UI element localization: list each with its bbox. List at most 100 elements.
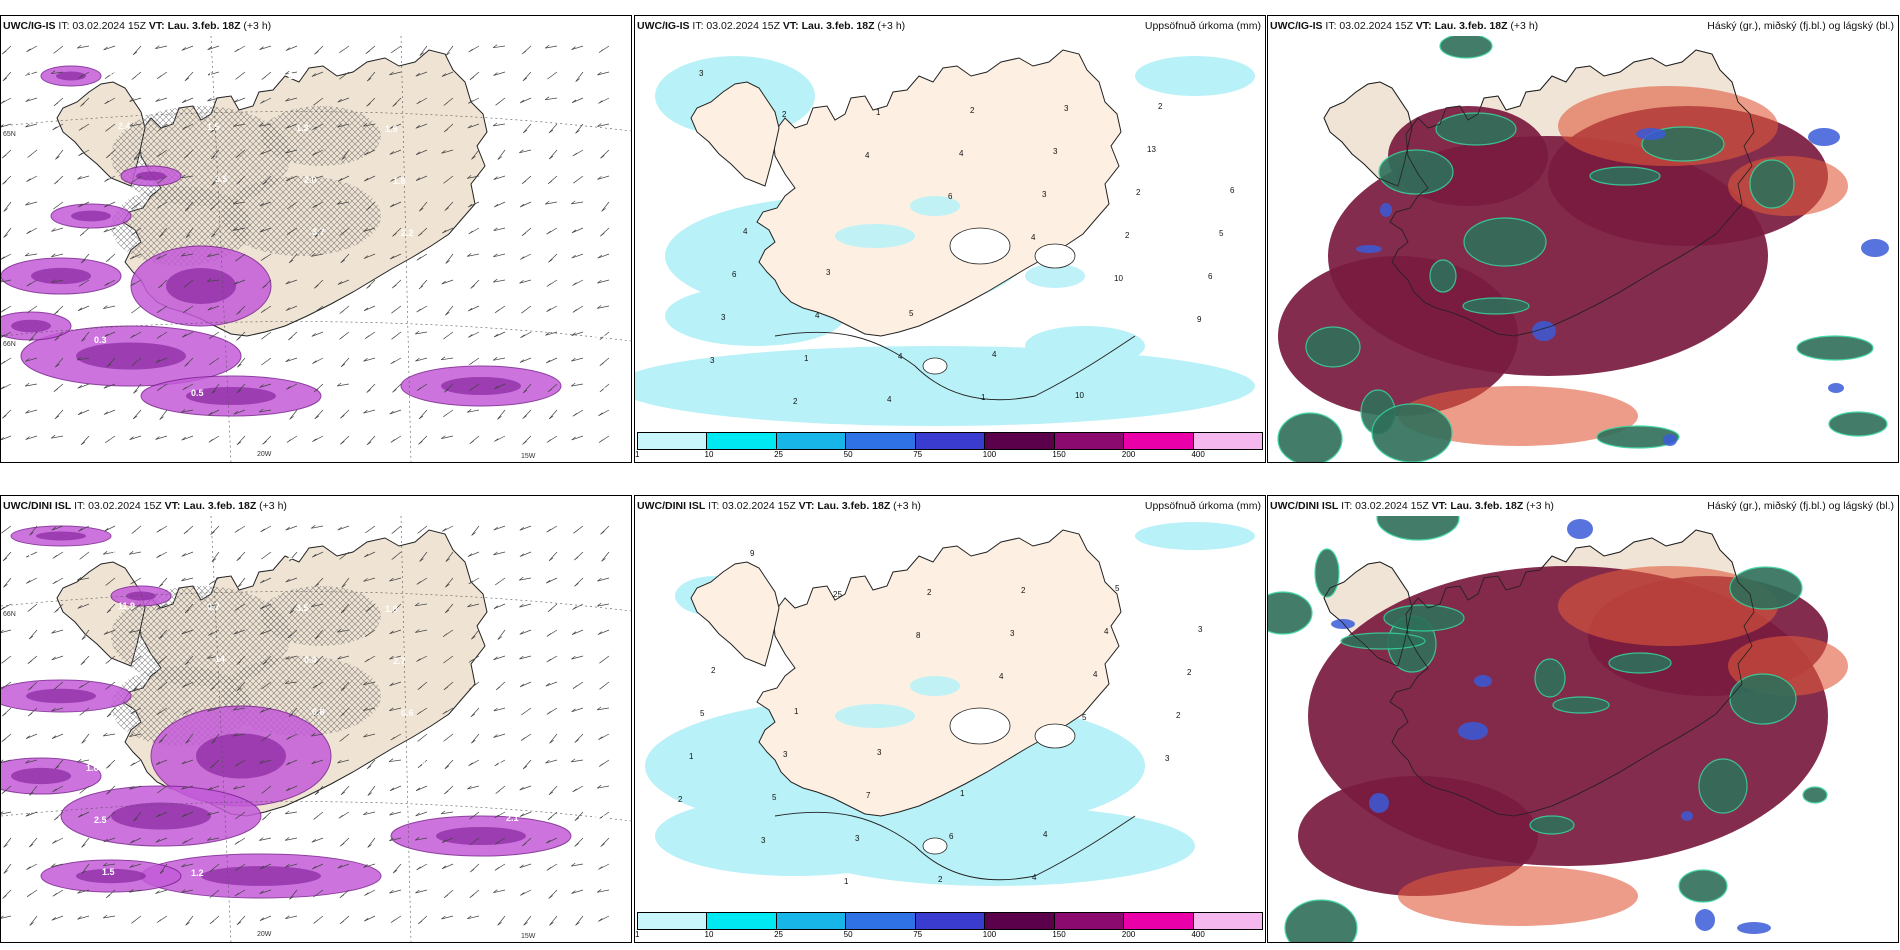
lead-time: (+3 h)	[240, 20, 272, 32]
wind-value-label: 3.1	[506, 333, 519, 343]
grid-label: 66N	[3, 341, 16, 348]
precip-value-label: 6	[1208, 272, 1213, 281]
precip-value-label: 4	[1104, 627, 1109, 636]
high-cloud	[1695, 909, 1715, 931]
wind-value-label: 0.4	[482, 177, 495, 187]
valid-time: VT: Lau. 3.feb. 18Z	[164, 500, 257, 512]
wind-value-label: 1.8	[587, 282, 600, 292]
precip-value-label: 4	[1031, 233, 1036, 242]
low-cloud	[1698, 758, 1748, 814]
low-cloud	[1429, 259, 1457, 293]
wind-value-label: 1.9	[587, 762, 600, 772]
wind-value-label: 1.6	[86, 763, 99, 773]
colorbar-tick: 1	[635, 450, 640, 459]
map-canvas: 9 25 8 4 5 3 2 3 1 2 3 4 2 1 5 3 2 2 4 2 5 3 7 6 4 5 3 2 1 3 1 4 1 10 25 50…	[635, 516, 1265, 942]
valid-time: VT: Lau. 3.feb. 18Z	[782, 20, 875, 32]
issue-time: IT: 03.02.2024 15Z	[55, 20, 149, 32]
low-cloud	[1529, 815, 1575, 835]
panel-subtitle: Uppsöfnuð úrkoma (mm)	[1144, 20, 1261, 32]
colorbar-swatch	[638, 913, 708, 929]
precip-value-label: 4	[898, 352, 903, 361]
map-canvas: 3.7 2.4 3.5 3.7 4.0 3.1 0.9 0.3 1.5 2.0 2.2 3.1 2.1 2…	[1, 36, 631, 462]
wind-value-label: 0.7	[207, 602, 220, 612]
precip-value-label: 1	[794, 707, 799, 716]
precip-value-label: 3	[855, 834, 860, 843]
wind-value-label: 1.8	[385, 604, 398, 614]
high-cloud	[1663, 434, 1677, 446]
lead-time: (+3 h)	[874, 20, 906, 32]
precip-value-label: 2	[1187, 668, 1192, 677]
colorbar-swatch	[776, 433, 847, 449]
precip-value-label: 6	[732, 270, 737, 279]
precip-value-label: 5	[909, 309, 914, 318]
panel-header: UWC/DINI ISL IT: 03.02.2024 15Z VT: Lau.…	[635, 496, 1265, 516]
colorbar-tick: 75	[913, 930, 923, 939]
map-canvas	[1268, 36, 1898, 462]
colorbar-swatch	[846, 913, 916, 929]
precip-value-label: 4	[959, 149, 964, 158]
low-cloud	[1376, 516, 1460, 541]
iceland-landmass	[756, 49, 1122, 337]
wind-value-label: 0.3	[94, 335, 107, 345]
wind-value-label: 2.8	[288, 71, 301, 81]
valid-time: VT: Lau. 3.feb. 18Z	[1431, 500, 1524, 512]
precip-value-label: 3	[1010, 629, 1015, 638]
valid-time: VT: Lau. 3.feb. 18Z	[798, 500, 891, 512]
precip-value-label: 4	[992, 350, 997, 359]
precip-value-label: 3	[877, 748, 882, 757]
precip-value-label: 1	[960, 789, 965, 798]
precip-value-label: 2	[927, 588, 932, 597]
precip-value-label: 2	[1021, 586, 1026, 595]
map-panel-cloud-dini: UWC/DINI ISL IT: 03.02.2024 15Z VT: Lau.…	[1267, 495, 1899, 943]
wind-value-label: 0.3	[110, 69, 123, 79]
precip-value-label: 2	[793, 397, 798, 406]
colorbar-swatch	[915, 913, 986, 929]
grid-label: 20W	[257, 451, 272, 458]
precip-area	[1135, 522, 1255, 550]
precip-value-label: 5	[1115, 584, 1120, 593]
wind-value-label: 14	[215, 654, 225, 664]
issue-time: IT: 03.02.2024 15Z	[689, 20, 783, 32]
wind-value-label: 2.7	[393, 656, 406, 666]
low-cloud	[1729, 673, 1797, 725]
precip-value-label: 2	[782, 110, 787, 119]
low-cloud	[1284, 899, 1358, 942]
high-cloud	[1737, 922, 1771, 934]
wind-value-label: 0.5	[191, 388, 204, 398]
low-cloud	[1463, 217, 1547, 267]
wind-value-label: 2.0	[304, 175, 317, 185]
colorbar-tick: 100	[982, 930, 997, 939]
grid-label: 15W	[521, 453, 536, 460]
map-panel-precip-igis: UWC/IG-IS IT: 03.02.2024 15Z VT: Lau. 3.…	[634, 15, 1266, 463]
colorbar-swatch	[776, 913, 847, 929]
high-cloud	[1331, 619, 1355, 629]
low-cloud	[1383, 604, 1465, 632]
precip-value-label: 9	[1197, 315, 1202, 324]
colorbar-tick: 10	[704, 930, 714, 939]
issue-time: IT: 03.02.2024 15Z	[705, 500, 799, 512]
issue-time: IT: 03.02.2024 15Z	[1338, 500, 1432, 512]
panel-subtitle: Háský (gr.), miðský (fj.bl.) og lágský (…	[1707, 500, 1894, 512]
westfjords-landmass	[690, 81, 780, 187]
map-canvas: 3 2 4 6 4 10 9 3 2 1 4 3 2 6 3 1 4 2 3 2 5 6 4 4 1 3 13 6 4 3 5 4 10 2 1 10…	[635, 36, 1265, 462]
precip-value-label: 3	[826, 268, 831, 277]
wind-value-label: 2.4	[118, 121, 131, 131]
mid-cloud	[1298, 776, 1538, 896]
precip-value-label: 3	[1053, 147, 1058, 156]
colorbar-tick: 200	[1121, 930, 1136, 939]
issue-time: IT: 03.02.2024 15Z	[71, 500, 165, 512]
precip-value-label: 1	[689, 752, 694, 761]
colorbar-tick: 25	[774, 450, 784, 459]
mid-cloud	[1278, 256, 1518, 416]
precip-value-label: 5	[1082, 713, 1087, 722]
panel-header: UWC/DINI ISL IT: 03.02.2024 15Z VT: Lau.…	[1268, 496, 1898, 516]
wind-value-label: 3.5	[296, 603, 309, 613]
high-cloud	[1380, 203, 1392, 217]
precip-value-label: 6	[949, 832, 954, 841]
wind-value-label: 1.1	[482, 657, 495, 667]
model-name: UWC/DINI ISL	[3, 500, 72, 512]
iceland-landmass	[756, 529, 1122, 817]
map-panel-wind-dini: UWC/DINI ISL IT: 03.02.2024 15Z VT: Lau.…	[0, 495, 632, 943]
grid-label: 20W	[257, 931, 272, 938]
wind-value-label: 9.2	[21, 548, 34, 558]
